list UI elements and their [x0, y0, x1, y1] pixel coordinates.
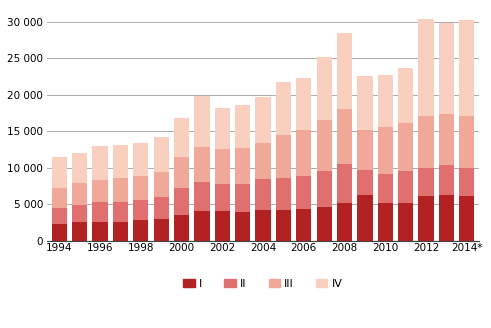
Bar	[296, 175, 311, 209]
Bar	[215, 184, 230, 211]
Bar	[154, 172, 169, 197]
Bar	[439, 23, 454, 113]
Bar	[133, 143, 148, 176]
Bar	[296, 130, 311, 175]
Bar	[398, 68, 413, 123]
Bar	[337, 33, 352, 109]
Bar	[337, 109, 352, 164]
Bar	[276, 135, 291, 178]
Bar	[317, 207, 332, 240]
Legend: I, II, III, IV: I, II, III, IV	[179, 274, 347, 293]
Bar	[418, 196, 434, 240]
Bar	[317, 57, 332, 120]
Bar	[418, 19, 434, 116]
Bar	[174, 215, 189, 240]
Bar	[418, 168, 434, 196]
Bar	[378, 203, 393, 240]
Bar	[72, 222, 87, 240]
Bar	[215, 149, 230, 184]
Bar	[52, 188, 67, 208]
Bar	[255, 97, 271, 143]
Bar	[194, 96, 210, 147]
Bar	[154, 197, 169, 219]
Bar	[459, 168, 474, 196]
Bar	[357, 170, 373, 195]
Bar	[52, 208, 67, 224]
Bar	[52, 157, 67, 188]
Bar	[113, 145, 128, 178]
Bar	[215, 108, 230, 149]
Bar	[276, 82, 291, 135]
Bar	[296, 78, 311, 130]
Bar	[459, 196, 474, 240]
Bar	[133, 200, 148, 220]
Bar	[194, 182, 210, 211]
Bar	[154, 219, 169, 240]
Bar	[174, 118, 189, 157]
Bar	[52, 224, 67, 240]
Bar	[357, 195, 373, 240]
Bar	[378, 174, 393, 203]
Bar	[357, 76, 373, 130]
Bar	[113, 202, 128, 221]
Bar	[72, 183, 87, 205]
Bar	[133, 176, 148, 200]
Bar	[378, 75, 393, 127]
Bar	[174, 188, 189, 215]
Bar	[174, 157, 189, 188]
Bar	[418, 116, 434, 168]
Bar	[92, 146, 108, 180]
Bar	[113, 178, 128, 202]
Bar	[439, 113, 454, 165]
Bar	[113, 221, 128, 240]
Bar	[72, 153, 87, 183]
Bar	[378, 127, 393, 174]
Bar	[92, 202, 108, 222]
Bar	[215, 211, 230, 240]
Bar	[235, 184, 250, 212]
Bar	[194, 211, 210, 240]
Bar	[255, 179, 271, 210]
Bar	[337, 164, 352, 203]
Bar	[92, 222, 108, 240]
Bar	[92, 180, 108, 202]
Bar	[398, 123, 413, 171]
Bar	[72, 205, 87, 222]
Bar	[317, 171, 332, 207]
Bar	[194, 147, 210, 182]
Bar	[459, 20, 474, 116]
Bar	[276, 178, 291, 210]
Bar	[296, 209, 311, 240]
Bar	[235, 106, 250, 148]
Bar	[357, 130, 373, 170]
Bar	[235, 212, 250, 240]
Bar	[235, 148, 250, 184]
Bar	[459, 116, 474, 168]
Bar	[276, 210, 291, 240]
Bar	[439, 195, 454, 240]
Bar	[398, 171, 413, 203]
Bar	[398, 203, 413, 240]
Bar	[154, 137, 169, 172]
Bar	[255, 143, 271, 179]
Bar	[133, 220, 148, 240]
Bar	[317, 120, 332, 171]
Bar	[255, 210, 271, 240]
Bar	[337, 203, 352, 240]
Bar	[439, 165, 454, 195]
